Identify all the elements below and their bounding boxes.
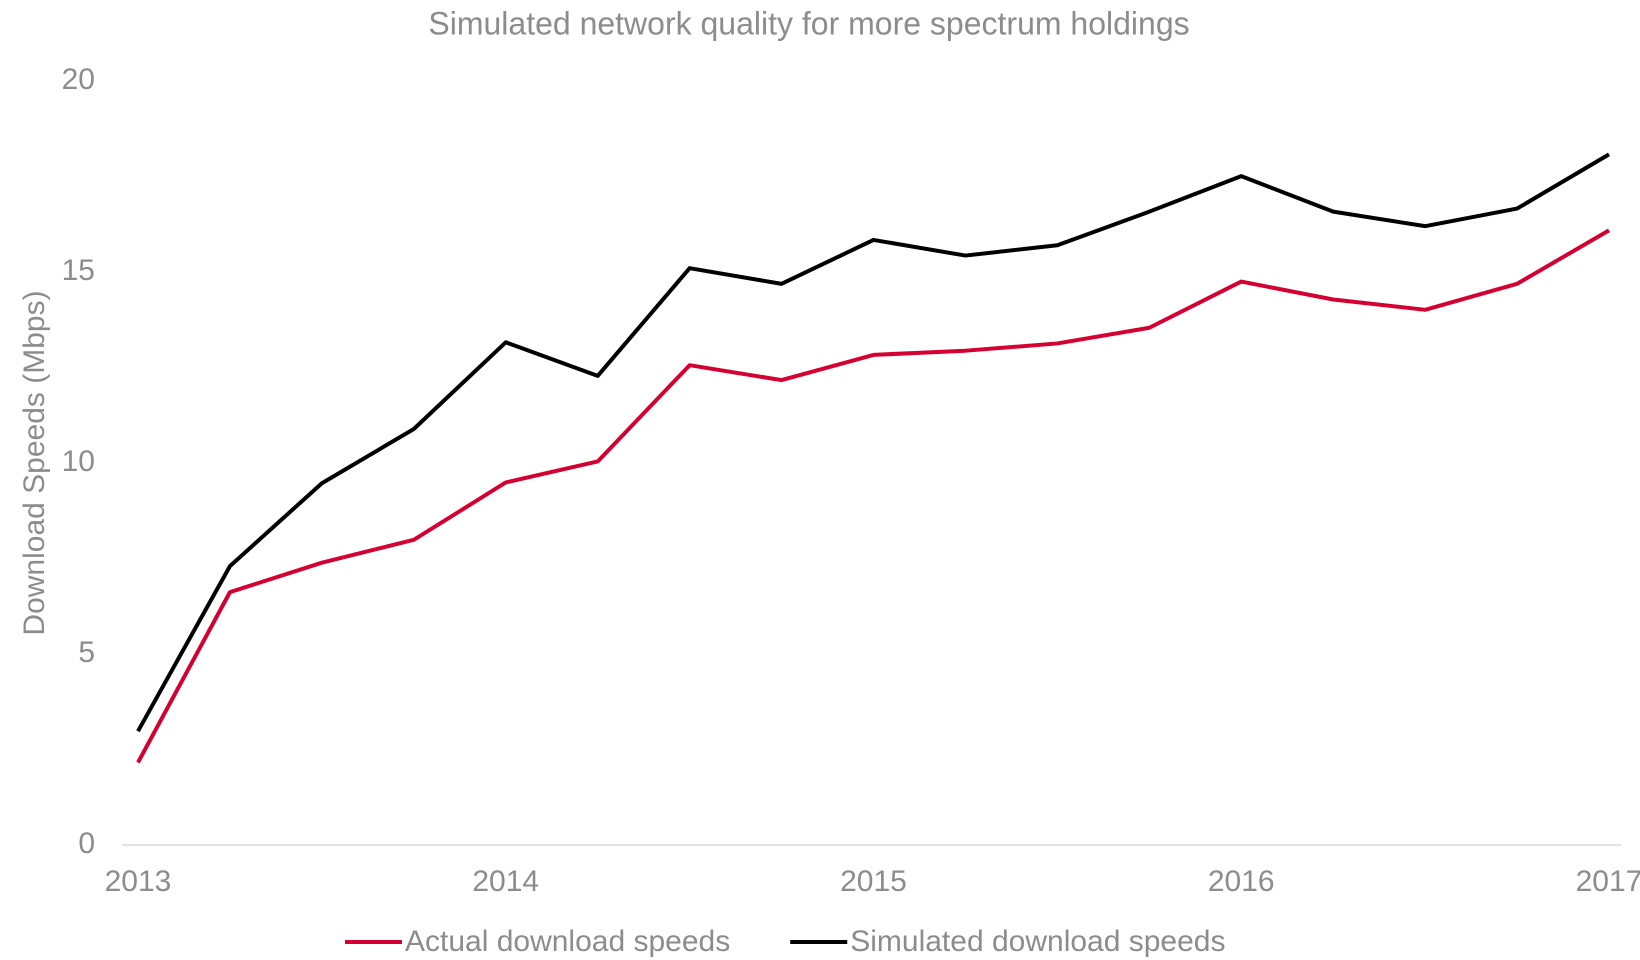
y-tick-label: 5 (78, 636, 95, 669)
series-line (136, 152, 1611, 733)
legend-label: Actual download speeds (405, 925, 730, 958)
y-axis-label: Download Speeds (Mbps) (18, 290, 51, 635)
series-line (136, 228, 1611, 764)
x-tick-label: 2016 (1208, 865, 1275, 898)
x-tick-label: 2017 (1576, 865, 1640, 898)
y-tick-label: 20 (62, 63, 95, 96)
chart-title: Simulated network quality for more spect… (428, 5, 1189, 41)
x-tick-label: 2015 (840, 865, 907, 898)
x-tick-label: 2013 (105, 865, 172, 898)
x-tick-label: 2014 (472, 865, 539, 898)
legend-label: Simulated download speeds (850, 925, 1225, 958)
y-tick-label: 10 (62, 445, 95, 478)
y-tick-label: 15 (62, 254, 95, 287)
y-tick-label: 0 (78, 827, 95, 860)
